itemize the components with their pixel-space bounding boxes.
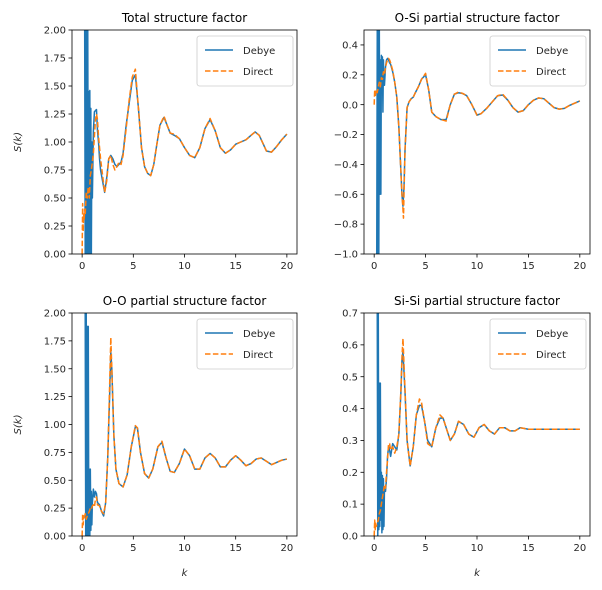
chart-title: O-Si partial structure factor [395,11,560,25]
y-tick-label: 0.5 [342,372,358,383]
x-axis-label: k [182,568,189,579]
x-tick-label: 10 [471,261,484,272]
series-line-direct [81,68,288,254]
legend-label-debye: Debye [536,46,568,57]
y-tick-label: 0.4 [342,404,358,415]
y-tick-label: 0.25 [44,504,66,515]
x-tick-label: 15 [229,543,242,554]
y-tick-label: 1.25 [44,110,66,121]
y-tick-label: −0.4 [334,160,358,171]
legend-box [196,318,294,370]
y-axis-label: S(k) [13,415,24,435]
legend-label-direct: Direct [243,67,273,78]
y-tick-label: 0.6 [342,340,358,351]
y-axis-label: S(k) [13,132,24,152]
y-tick-label: 0.3 [342,436,358,447]
y-tick-label: 0.4 [342,41,358,52]
x-tick-label: 20 [280,261,293,272]
x-tick-label: 5 [130,261,136,272]
y-tick-label: 1.75 [44,336,66,347]
x-tick-label: 20 [280,543,293,554]
y-tick-label: 0.7 [342,309,358,320]
legend-label-direct: Direct [243,350,273,361]
x-tick-label: 10 [178,261,191,272]
y-tick-label: 0.75 [44,448,66,459]
legend-label-direct: Direct [536,350,566,361]
subplot-2: 0 5 10 15 20 −1.0 −0.8 −0.6 −0.4 −0.2 0.0 0.2 0.4 O-S… [334,11,591,272]
legend-label-debye: Debye [243,46,275,57]
x-tick-label: 15 [229,261,242,272]
subplot-1: 0 5 10 15 20 0.00 0.25 0.50 0.75 1.00 1.25 1.50 1.75… [13,11,298,272]
y-tick-label: 0.2 [342,70,358,81]
legend-box [489,35,587,87]
x-tick-label: 5 [422,543,428,554]
y-tick-label: 1.00 [44,138,66,149]
chart-title: O-O partial structure factor [103,294,267,308]
x-tick-label: 0 [371,261,377,272]
y-tick-label: 1.75 [44,54,66,65]
y-tick-label: 0.50 [44,476,66,487]
legend-box [196,35,294,87]
y-tick-label: −0.8 [334,220,358,231]
x-tick-label: 10 [178,543,191,554]
legend-label-debye: Debye [243,329,275,340]
x-tick-label: 0 [79,543,85,554]
y-tick-label: 0.2 [342,468,358,479]
x-tick-label: 20 [573,543,586,554]
y-tick-label: 0.25 [44,222,66,233]
legend-label-direct: Direct [536,67,566,78]
y-tick-label: 0.00 [44,532,66,543]
y-tick-label: 1.50 [44,364,66,375]
y-tick-label: 0.50 [44,194,66,205]
y-tick-label: 0.0 [342,100,358,111]
legend-label-debye: Debye [536,329,568,340]
subplot-4: 0 5 10 15 20 0.0 0.1 0.2 0.3 0.4 0.5 0.6 0.7 Si-Si pa… [342,294,591,579]
y-tick-label: −0.2 [334,130,358,141]
plot-area [373,30,581,254]
x-tick-label: 0 [79,261,85,272]
y-tick-label: 0.75 [44,166,66,177]
x-tick-label: 15 [522,261,535,272]
legend-box [489,318,587,370]
x-tick-label: 10 [471,543,484,554]
x-tick-label: 5 [130,543,136,554]
x-tick-label: 20 [573,261,586,272]
subplot-3: 0 5 10 15 20 0.00 0.25 0.50 0.75 1.00 1.25 1.50 1.75… [13,294,298,579]
y-tick-label: 0.1 [342,500,358,511]
x-tick-label: 5 [422,261,428,272]
legend: Debye Direct [196,318,294,370]
y-tick-label: 1.00 [44,420,66,431]
series-line-direct [373,337,580,536]
y-tick-label: 1.25 [44,392,66,403]
plot-area [81,30,288,254]
y-tick-label: −1.0 [334,250,358,261]
x-tick-label: 15 [522,543,535,554]
y-tick-label: 0.0 [342,532,358,543]
plot-area [81,313,288,536]
x-tick-label: 0 [371,543,377,554]
plot-area [373,313,580,536]
legend: Debye Direct [196,35,294,87]
y-tick-label: 2.00 [44,26,66,37]
chart-title: Si-Si partial structure factor [394,294,560,308]
series-line-direct [81,336,288,536]
x-axis-label: k [474,568,481,579]
legend: Debye Direct [489,318,587,370]
chart-title: Total structure factor [121,11,247,25]
y-tick-label: 0.00 [44,250,66,261]
legend: Debye Direct [489,35,587,87]
y-tick-label: −0.6 [334,190,358,201]
y-tick-label: 1.50 [44,82,66,93]
series-line-direct [373,57,581,219]
y-tick-label: 2.00 [44,309,66,320]
